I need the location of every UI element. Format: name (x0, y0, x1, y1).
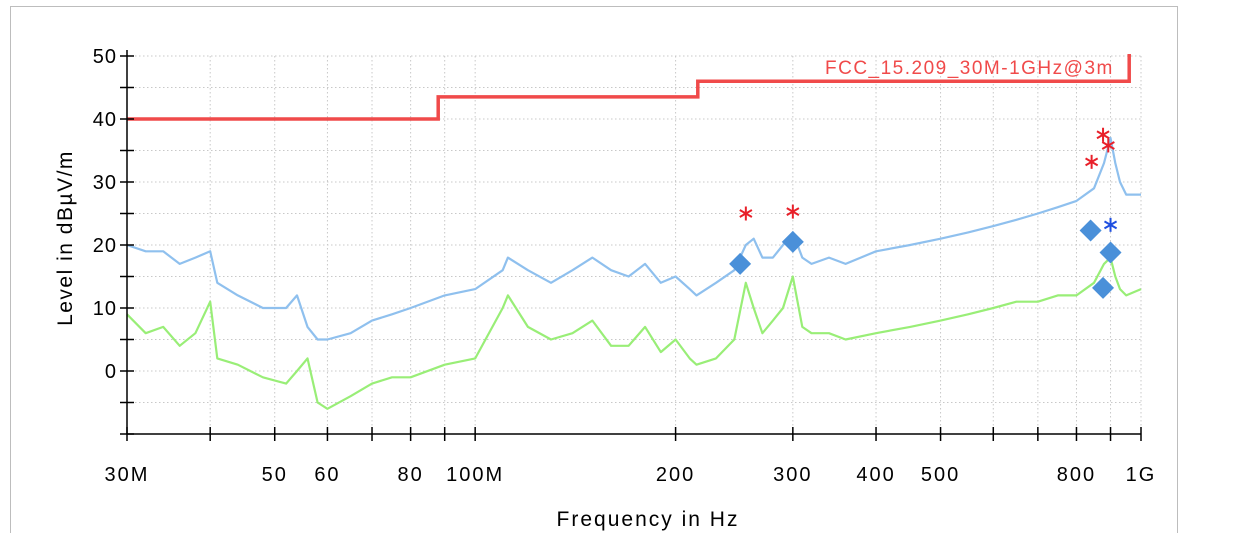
y-tick-label: 10 (93, 298, 117, 320)
x-tick-label: 50 (262, 464, 288, 486)
x-tick-label: 200 (656, 464, 695, 486)
y-tick-label: 50 (93, 46, 117, 68)
x-tick-label: 60 (314, 464, 340, 486)
grid (126, 55, 1142, 435)
x-tick-label: 500 (921, 464, 960, 486)
y-tick-label: 20 (93, 235, 117, 257)
peak-marker-stroke (739, 209, 753, 218)
peak-marker (1096, 127, 1110, 142)
final-measurement-marker (729, 252, 752, 275)
marker-layer (729, 127, 1122, 299)
y-tick-label: 30 (93, 172, 117, 194)
y-axis-label: Level in dBµV/m (54, 150, 77, 326)
final-measurement-marker (1079, 219, 1102, 242)
series-line-2 (126, 256, 1142, 410)
final-measurement-marker (1092, 276, 1115, 299)
final-measurement-marker (1099, 241, 1122, 264)
x-tick-label: 80 (398, 464, 424, 486)
peak-marker-stroke (1101, 141, 1115, 150)
x-tick-label: 100M (446, 464, 504, 486)
y-tick-label: 40 (93, 109, 117, 131)
x-tick-label: 400 (856, 464, 895, 486)
axes: 0 10 20 30 40 50 30M 50 60 80 100M 200 300 400 500 800 1… (93, 46, 1157, 486)
peak-marker-stroke (786, 207, 800, 216)
y-tick-label: 0 (105, 361, 117, 383)
series-layer (126, 136, 1142, 410)
series-line-1 (126, 136, 1141, 341)
peak-marker (1103, 217, 1118, 232)
x-tick-label: 800 (1057, 464, 1096, 486)
x-axis-label: Frequency in Hz (557, 508, 740, 531)
x-tick-label: 300 (773, 464, 812, 486)
peak-marker-stroke (1103, 220, 1118, 230)
limit-line (127, 54, 1131, 121)
peak-marker-stroke (1096, 130, 1110, 140)
peak-marker (786, 204, 800, 219)
x-tick-label: 1G (1126, 464, 1157, 486)
final-measurement-marker (781, 230, 804, 253)
x-tick-label: 30M (105, 464, 150, 486)
peak-marker (1085, 154, 1099, 169)
limit-layer (127, 54, 1131, 121)
peak-marker (739, 206, 753, 221)
peak-marker-stroke (1085, 157, 1099, 167)
limit-line-label: FCC_15.209_30M-1GHz@3m (825, 58, 1114, 79)
plot-frame (10, 6, 1178, 533)
peak-marker (1101, 138, 1115, 153)
